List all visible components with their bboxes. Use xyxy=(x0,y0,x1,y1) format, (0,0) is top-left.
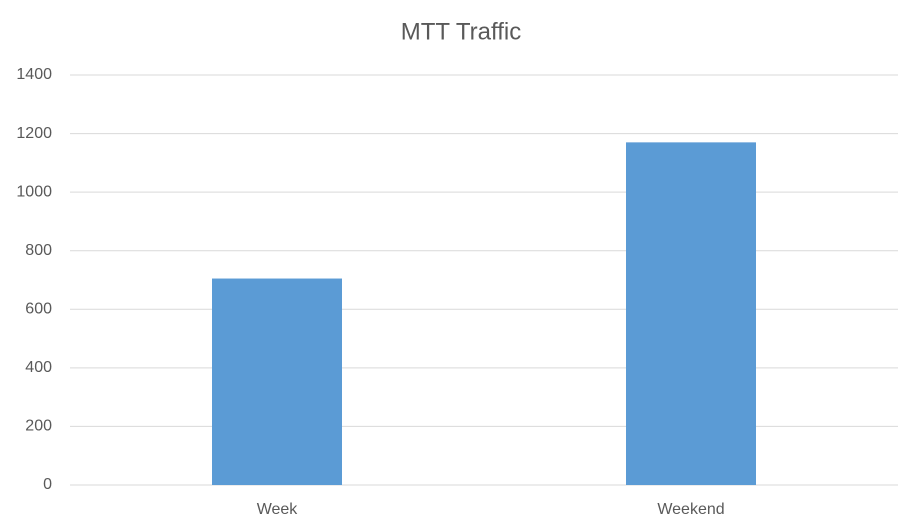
x-tick-label: Weekend xyxy=(657,501,724,518)
y-tick-label: 1400 xyxy=(16,66,52,83)
y-tick-label: 800 xyxy=(25,242,52,259)
y-tick-label: 600 xyxy=(25,301,52,318)
y-tick-label: 1200 xyxy=(16,125,52,142)
chart-title: MTT Traffic xyxy=(401,18,521,45)
y-tick-label: 400 xyxy=(25,359,52,376)
bar xyxy=(212,278,342,485)
bar xyxy=(626,142,756,485)
y-tick-label: 1000 xyxy=(16,183,52,200)
y-tick-label: 200 xyxy=(25,418,52,435)
x-tick-label: Week xyxy=(257,501,299,518)
y-tick-label: 0 xyxy=(43,476,52,493)
